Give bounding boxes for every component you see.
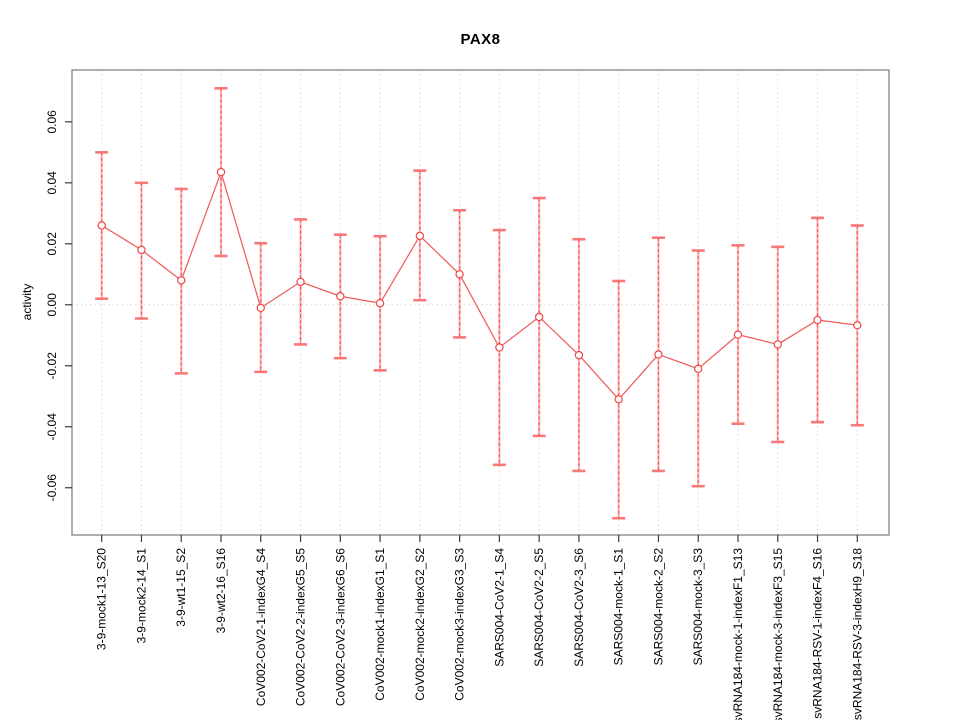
x-tick-label: svRNA184-RSV-3-indexH9_S18 xyxy=(850,548,864,720)
data-point xyxy=(137,245,146,255)
data-point xyxy=(574,350,584,360)
x-tick-label: 3-9-wt1-15_S2 xyxy=(174,548,188,627)
x-tick-label: CoV002-mock3-indexG3_S3 xyxy=(453,548,467,701)
y-tick-label: 0.00 xyxy=(45,293,59,317)
data-point xyxy=(256,303,265,313)
y-axis-title: activity xyxy=(20,283,34,321)
x-tick-label: 3-9-mock1-13_S20 xyxy=(95,548,109,650)
x-tick-label: CoV002-CoV2-1-indexG4_S4 xyxy=(254,548,268,706)
chart-title: PAX8 xyxy=(460,31,501,48)
y-tick-label: -0.06 xyxy=(45,474,59,502)
error-bars xyxy=(95,86,864,520)
series-line xyxy=(101,170,858,401)
y-tick-label: -0.02 xyxy=(45,352,59,380)
x-tick-labels: 3-9-mock1-13_S20 3-9-mock2-14_S1 3-9-wt1-1… xyxy=(95,548,865,720)
data-point xyxy=(375,299,385,308)
x-tick-label: SARS004-CoV2-1_S4 xyxy=(492,548,506,667)
x-tick-label: svRNA184-mock-1-indexF1_S13 xyxy=(731,548,745,720)
data-point xyxy=(614,395,623,404)
data-point xyxy=(495,343,504,352)
data-point xyxy=(216,167,226,177)
x-tick-label: SARS004-mock-1_S1 xyxy=(612,548,626,666)
data-points xyxy=(97,167,862,404)
y-tick-label: 0.02 xyxy=(45,232,59,256)
x-tick-label: 3-9-wt2-16_S16 xyxy=(214,548,228,634)
data-point xyxy=(455,270,464,279)
data-point xyxy=(694,364,703,374)
x-tick-label: svRNA184-RSV-1-indexF4_S16 xyxy=(811,548,825,719)
series-polyline xyxy=(101,170,858,401)
x-tick-label: 3-9-mock2-14_S1 xyxy=(134,548,148,644)
x-tick-label: CoV002-CoV2-2-indexG5_S5 xyxy=(294,548,308,706)
x-tick-label: SARS004-CoV2-3_S6 xyxy=(572,548,586,667)
data-point xyxy=(853,321,862,330)
plot-frame xyxy=(71,69,890,536)
x-tick-label: svRNA184-mock-3-indexF3_S15 xyxy=(771,548,785,720)
data-point xyxy=(813,315,822,325)
data-point xyxy=(415,231,425,241)
y-tick-labels: -0.06 -0.04 -0.02 0.00 0.02 0.04 0.06 xyxy=(45,110,59,502)
x-tick-label: SARS004-mock-2_S2 xyxy=(651,548,665,666)
data-point xyxy=(773,340,782,349)
axis-ticks xyxy=(65,121,858,542)
x-tick-label: CoV002-mock2-indexG2_S2 xyxy=(413,548,427,701)
data-point xyxy=(296,277,305,287)
data-point xyxy=(654,350,663,359)
x-tick-label: CoV002-mock1-indexG1_S1 xyxy=(373,548,387,701)
data-point xyxy=(733,330,743,339)
data-point xyxy=(534,312,544,322)
x-tick-label: SARS004-CoV2-2_S5 xyxy=(532,548,546,667)
x-tick-label: CoV002-CoV2-3-indexG6_S6 xyxy=(333,548,347,706)
y-tick-label: 0.04 xyxy=(45,171,59,195)
data-point xyxy=(177,276,186,285)
y-tick-label: -0.04 xyxy=(45,413,59,441)
data-point xyxy=(97,221,106,230)
gridlines xyxy=(101,70,858,535)
x-tick-label: SARS004-mock-3_S3 xyxy=(691,548,705,666)
data-point xyxy=(336,292,345,301)
y-tick-label: 0.06 xyxy=(45,110,59,134)
